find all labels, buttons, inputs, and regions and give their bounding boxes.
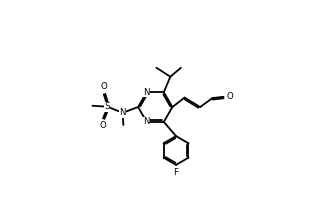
Text: N: N	[143, 117, 150, 126]
Text: O: O	[100, 82, 107, 91]
Text: N: N	[143, 88, 150, 97]
Text: S: S	[104, 102, 110, 111]
Text: O: O	[99, 121, 106, 130]
Text: O: O	[226, 92, 233, 101]
Text: N: N	[119, 108, 126, 117]
Text: F: F	[174, 168, 178, 177]
